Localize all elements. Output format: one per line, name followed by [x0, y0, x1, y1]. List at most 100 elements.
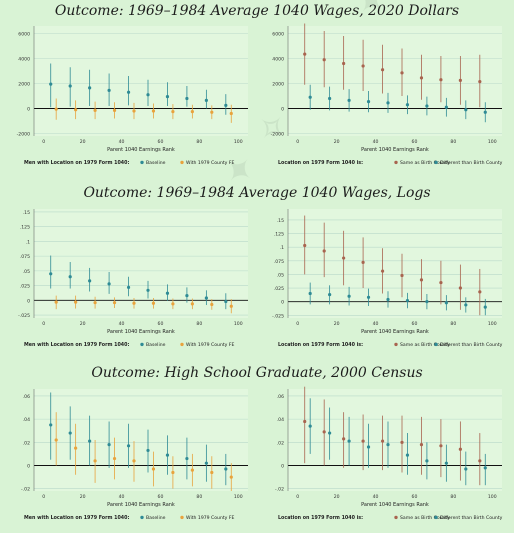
chart-wages-dollars-birth-county: -2000 0 2000 4000 6000 0 20 40 60 80 100 Parent 104… — [258, 20, 510, 176]
x-tick-label: 60 — [158, 321, 164, 327]
x-tick-label: 40 — [119, 321, 125, 327]
legend-label: Baseline — [146, 160, 166, 166]
legend-title: Men with Location on 1979 Form 1040: — [24, 160, 129, 166]
data-point — [205, 296, 208, 299]
data-point — [113, 109, 116, 112]
y-tick-label: -2000 — [271, 132, 284, 138]
y-tick-label: 0 — [27, 107, 30, 113]
y-tick-label: .06 — [23, 394, 30, 400]
x-tick-label: 60 — [158, 139, 164, 145]
data-point — [88, 86, 91, 89]
x-tick-label: 80 — [450, 321, 456, 327]
data-point — [191, 110, 194, 113]
data-point — [230, 305, 233, 308]
data-point — [303, 244, 306, 247]
x-tick-label: 100 — [234, 494, 243, 500]
data-point — [210, 471, 213, 474]
data-point — [323, 430, 326, 433]
legend-label: Different than Birth County — [440, 342, 503, 348]
data-point — [342, 437, 345, 440]
data-point — [381, 68, 384, 71]
data-point — [361, 64, 364, 67]
data-point — [459, 286, 462, 289]
data-point — [88, 279, 91, 282]
y-tick-label: 6000 — [272, 32, 284, 38]
data-point — [185, 294, 188, 297]
data-point — [303, 53, 306, 56]
data-point — [171, 302, 174, 305]
plot-area — [34, 389, 248, 491]
data-point — [74, 108, 77, 111]
data-point — [185, 97, 188, 100]
data-point — [146, 289, 149, 292]
x-tick-label: 100 — [234, 321, 243, 327]
data-point — [93, 109, 96, 112]
data-point — [107, 443, 110, 446]
y-tick-label: .02 — [277, 440, 284, 446]
data-point — [459, 79, 462, 82]
plot-area — [34, 209, 248, 318]
data-point — [361, 440, 364, 443]
legend-label: Different than Birth County — [440, 160, 503, 166]
legend-label: With 1979 County FE — [186, 342, 235, 348]
data-point — [69, 431, 72, 434]
y-tick-label: .075 — [20, 254, 30, 260]
legend-title: Men with Location on 1979 Form 1040: — [24, 342, 129, 348]
data-point — [93, 301, 96, 304]
data-point — [342, 62, 345, 65]
x-axis-label: Parent 1040 Earnings Rank — [107, 329, 175, 335]
y-tick-label: 0 — [281, 107, 284, 113]
x-tick-label: 20 — [334, 321, 340, 327]
x-tick-label: 80 — [196, 321, 202, 327]
data-point — [166, 453, 169, 456]
y-tick-label: 2000 — [272, 82, 284, 88]
data-point — [205, 99, 208, 102]
x-tick-label: 60 — [412, 139, 418, 145]
legend-title: Location on 1979 Form 1040 is: — [278, 342, 363, 348]
x-tick-label: 40 — [373, 139, 379, 145]
data-point — [107, 282, 110, 285]
data-point — [420, 76, 423, 79]
data-point — [323, 58, 326, 61]
x-tick-label: 80 — [450, 494, 456, 500]
x-tick-label: 0 — [42, 494, 45, 500]
x-axis-label: Parent 1040 Earnings Rank — [361, 502, 429, 508]
data-point — [420, 443, 423, 446]
y-tick-label: .04 — [23, 417, 30, 423]
plot-area — [288, 389, 502, 491]
x-axis-label: Parent 1040 Earnings Rank — [361, 329, 429, 335]
data-point — [386, 298, 389, 301]
x-tick-label: 20 — [80, 321, 86, 327]
y-tick-label: 6000 — [18, 32, 30, 38]
chart-wages-dollars-baseline: -2000 0 2000 4000 6000 0 20 40 60 80 100 Parent 104… — [4, 20, 256, 176]
x-tick-label: 0 — [296, 139, 299, 145]
y-tick-label: 0 — [281, 300, 284, 306]
data-point — [445, 106, 448, 109]
data-point — [224, 104, 227, 107]
data-point — [74, 447, 77, 450]
y-tick-label: .05 — [277, 272, 284, 278]
x-tick-label: 0 — [42, 321, 45, 327]
y-tick-label: .05 — [23, 269, 30, 275]
chart-wages-logs-baseline: -.025 0 .025 .05 .075 .1 .125 .15 0 20 40 60 80 100 Pa… — [4, 203, 256, 358]
data-point — [152, 467, 155, 470]
y-tick-label: 4000 — [18, 57, 30, 63]
data-point — [132, 109, 135, 112]
x-tick-label: 40 — [119, 494, 125, 500]
x-axis-label: Parent 1040 Earnings Rank — [107, 147, 175, 153]
data-point — [464, 108, 467, 111]
data-point — [113, 301, 116, 304]
data-point — [459, 448, 462, 451]
data-point — [484, 466, 487, 469]
x-tick-label: 80 — [196, 139, 202, 145]
section-title-wages-dollars: Outcome: 1969–1984 Average 1040 Wages, 2… — [0, 2, 514, 20]
legend-title: Location on 1979 Form 1040 is: — [278, 160, 363, 166]
legend-marker — [434, 161, 437, 164]
section-title-wages-logs: Outcome: 1969–1984 Average 1040 Wages, L… — [0, 184, 514, 202]
legend-marker — [140, 516, 143, 519]
y-tick-label: .1 — [280, 245, 284, 251]
data-point — [224, 467, 227, 470]
data-point — [420, 278, 423, 281]
data-point — [342, 256, 345, 259]
data-point — [445, 462, 448, 465]
